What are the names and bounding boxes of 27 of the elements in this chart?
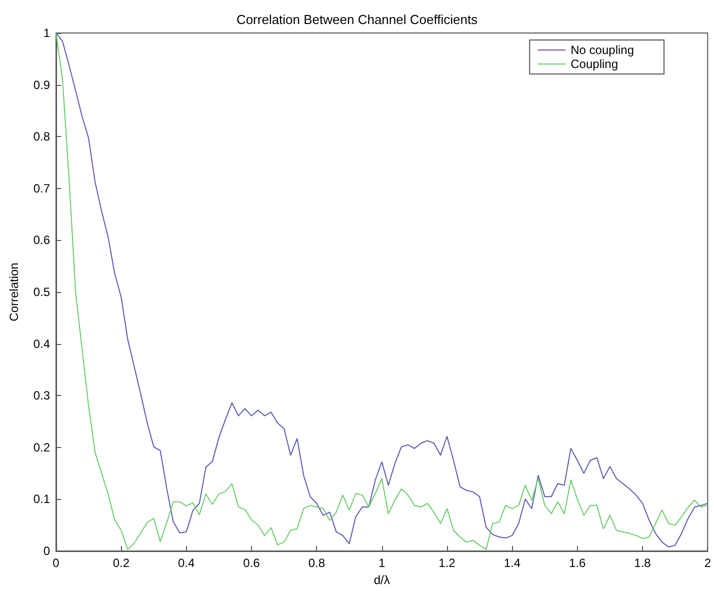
x-tick-label: 0.2	[112, 556, 130, 570]
x-tick-label: 0.6	[243, 556, 260, 570]
x-tick-label: 0.8	[308, 556, 326, 570]
y-axis-title: Correlation	[7, 262, 21, 322]
chart-title: Correlation Between Channel Coefficients	[236, 12, 478, 27]
x-tick-label: 0.4	[178, 556, 195, 570]
y-tick-label: 0	[43, 544, 50, 558]
y-tick-label: 0.4	[33, 336, 50, 351]
y-tick-label: 0.2	[33, 440, 50, 454]
y-tick-label: 0.9	[33, 78, 50, 92]
x-tick-label: 1.4	[504, 556, 521, 570]
y-tick-label: 0.1	[33, 492, 50, 506]
y-tick-label: 0.8	[33, 130, 50, 144]
legend-label: Coupling	[570, 57, 618, 71]
x-tick-label: 1.8	[634, 556, 652, 570]
legend-label: No coupling	[570, 43, 634, 57]
y-tick-label: 0.6	[33, 233, 50, 248]
x-tick-label: 0	[52, 556, 60, 570]
y-tick-label: 0.7	[33, 181, 50, 196]
y-tick-label: 1	[43, 26, 50, 40]
x-tick-label: 1.6	[568, 556, 586, 570]
x-tick-label: 1	[378, 556, 386, 570]
x-tick-label: 2	[704, 556, 712, 570]
x-tick-label: 1.2	[438, 556, 456, 570]
x-axis-title: d/λ	[374, 572, 390, 587]
y-tick-label: 0.3	[33, 388, 50, 403]
y-tick-label: 0.5	[33, 285, 50, 299]
